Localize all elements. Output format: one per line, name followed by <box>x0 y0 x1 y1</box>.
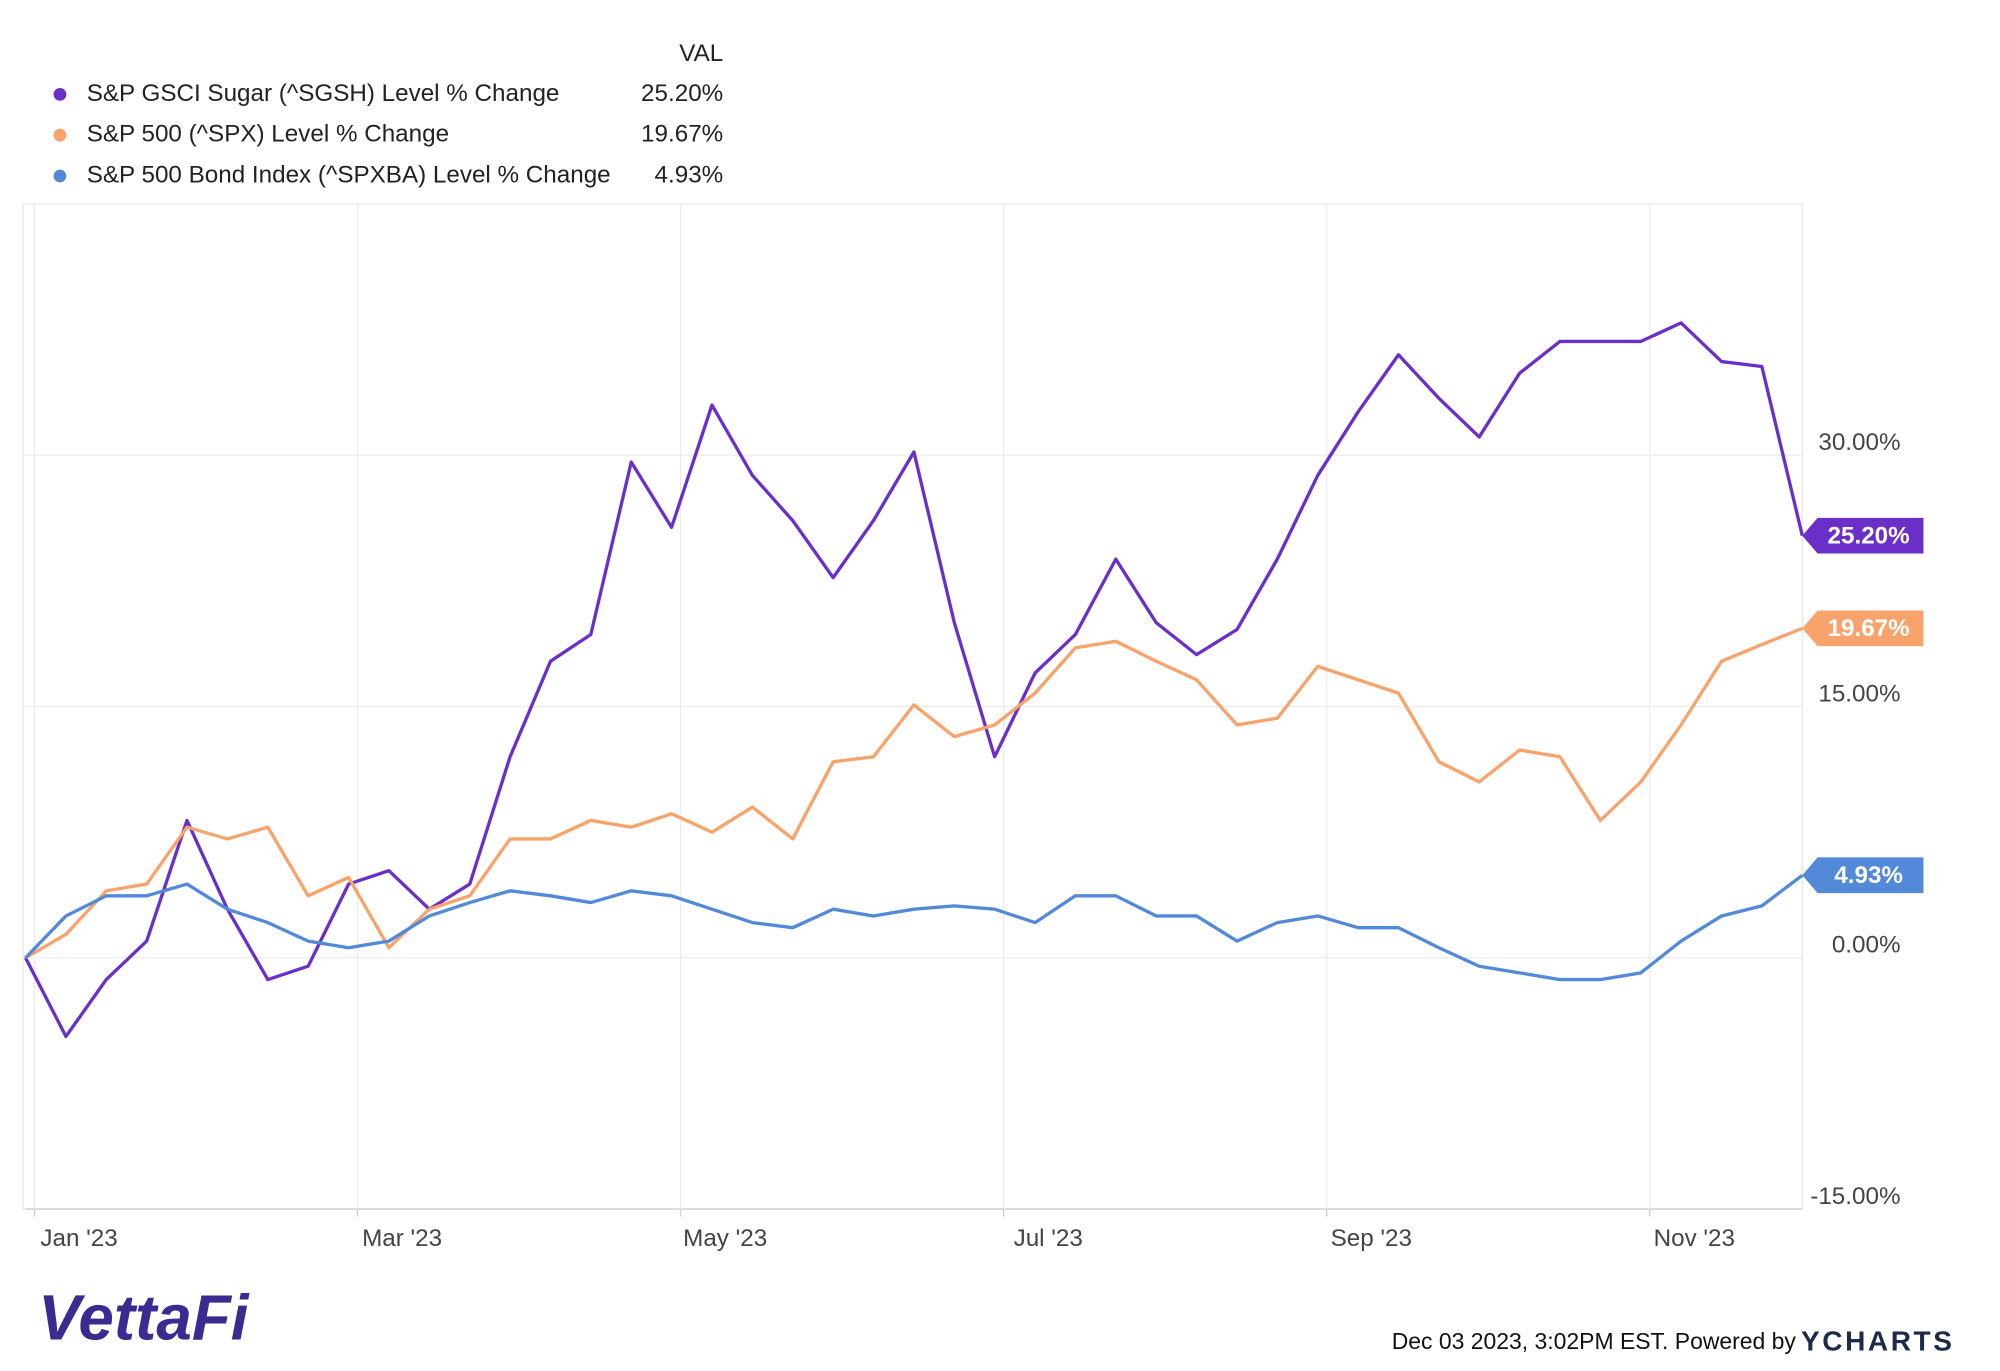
series-line <box>24 321 1804 1039</box>
legend-value: 25.20% <box>641 80 723 107</box>
end-tag <box>1802 857 1924 894</box>
logo: VettaFi <box>38 1281 250 1353</box>
legend-dot <box>53 128 67 142</box>
legend-label: S&P 500 (^SPX) Level % Change <box>87 121 449 148</box>
x-tick-label: Sep '23 <box>1331 1225 1412 1252</box>
y-tick-label: 15.00% <box>1818 680 1900 707</box>
legend-label: S&P GSCI Sugar (^SGSH) Level % Change <box>87 80 560 107</box>
x-tick-label: Mar '23 <box>362 1225 442 1252</box>
x-tick-label: May '23 <box>683 1225 767 1252</box>
legend-dot <box>53 169 67 183</box>
x-tick-label: Jan '23 <box>40 1225 117 1252</box>
series-line <box>24 626 1803 960</box>
end-tag-label: 4.93% <box>1834 862 1903 889</box>
y-tick-label: -15.00% <box>1810 1183 1900 1210</box>
end-tag-label: 25.20% <box>1828 522 1910 549</box>
end-tag <box>1802 610 1924 647</box>
legend-value: 4.93% <box>655 161 724 188</box>
legend-label: S&P 500 Bond Index (^SPXBA) Level % Chan… <box>87 161 611 188</box>
legend-dot <box>53 87 67 101</box>
y-tick-label: 0.00% <box>1832 932 1901 959</box>
y-tick-label: 30.00% <box>1818 429 1900 456</box>
x-tick-label: Nov '23 <box>1654 1225 1735 1252</box>
timestamp: Dec 03 2023, 3:02PM EST. Powered by <box>1392 1328 1797 1354</box>
series-line <box>24 873 1804 982</box>
legend-value: 19.67% <box>641 121 723 148</box>
legend-header: VAL <box>679 40 723 67</box>
end-tag <box>1802 517 1924 554</box>
brand: YCHARTS <box>1801 1325 1954 1356</box>
x-tick-label: Jul '23 <box>1014 1225 1083 1252</box>
end-tag-label: 19.67% <box>1828 615 1910 642</box>
